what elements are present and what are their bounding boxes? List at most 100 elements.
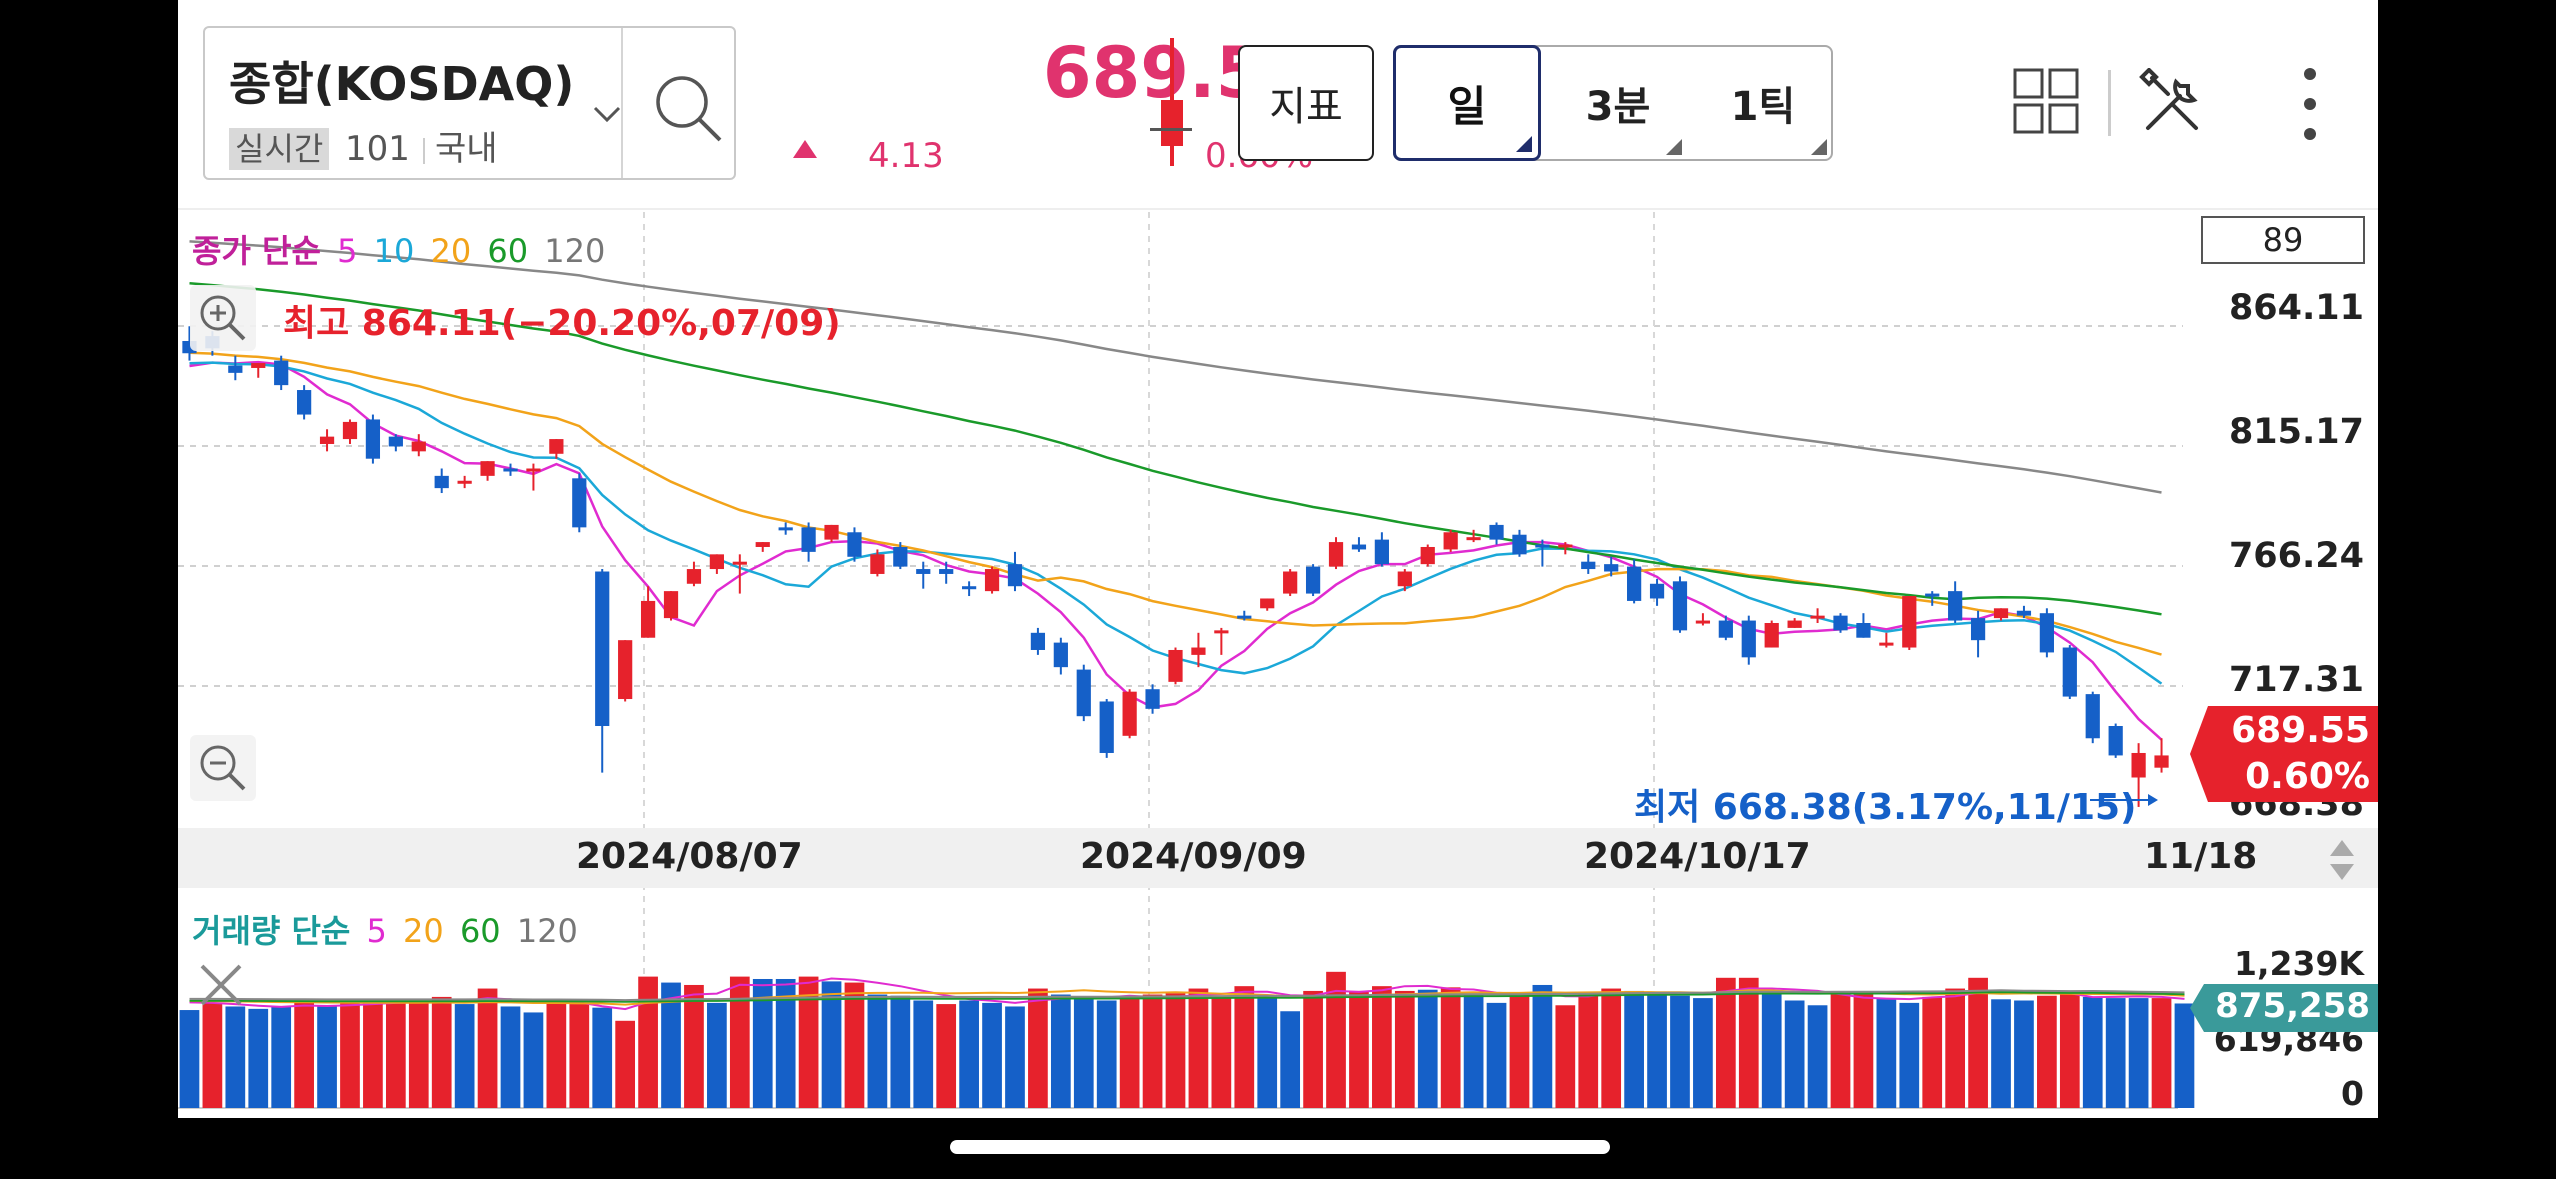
volume-bar <box>867 994 888 1108</box>
volume-bar <box>1555 1005 1576 1108</box>
candle <box>1581 554 1596 574</box>
y-tick-label: 717.31 <box>2228 660 2364 700</box>
zoom-in-icon[interactable] <box>190 285 256 355</box>
tools-icon[interactable] <box>2138 67 2208 142</box>
ma-legend[interactable]: 종가 단순 5 10 20 60 120 <box>192 226 611 272</box>
indicator-button[interactable]: 지표 <box>1238 45 1374 161</box>
candle <box>1627 559 1642 604</box>
candle <box>1695 613 1711 626</box>
candle <box>572 473 587 533</box>
candle <box>1902 596 1917 650</box>
candle <box>434 468 449 494</box>
volume-legend-ma120: 120 <box>516 912 578 950</box>
x-axis[interactable] <box>178 828 2378 888</box>
volume-bar <box>1372 986 1392 1108</box>
close-volume-icon[interactable] <box>198 962 244 1012</box>
layout-grid-icon[interactable] <box>2013 68 2079 138</box>
mini-candle-tick <box>1150 128 1192 131</box>
candle <box>1649 578 1665 606</box>
candle <box>1489 522 1504 545</box>
volume-y-tick-label: 1,239K <box>2234 944 2364 983</box>
candle <box>939 561 954 584</box>
zoom-out-icon[interactable] <box>190 735 256 805</box>
volume-bar <box>1624 990 1644 1108</box>
volume-bar <box>1784 1000 1805 1108</box>
volume-bar <box>1693 998 1713 1108</box>
home-indicator[interactable] <box>950 1140 1610 1154</box>
volume-bar <box>317 1005 337 1108</box>
symbol-selector[interactable]: 종합(KOSDAQ) 실시간 101 국내 <box>203 26 736 180</box>
candle <box>1833 613 1848 633</box>
candle <box>916 561 931 589</box>
volume-bar <box>1005 1006 1025 1108</box>
x-tick-label: 2024/09/09 <box>1080 836 1307 877</box>
candle <box>1512 529 1527 557</box>
candle <box>1374 532 1389 567</box>
volume-bar <box>684 984 704 1108</box>
candle <box>732 554 747 594</box>
symbol-name[interactable]: 종합(KOSDAQ) <box>229 57 575 111</box>
volume-bar <box>1715 977 1736 1108</box>
candle <box>319 429 335 452</box>
candle <box>1214 627 1229 655</box>
candle <box>1535 539 1550 567</box>
candle <box>893 542 908 570</box>
volume-bar <box>890 995 911 1108</box>
volume-bar <box>1738 977 1759 1108</box>
price-chart[interactable] <box>178 0 2378 1118</box>
ma120-line <box>189 240 2162 494</box>
corner-indicator-icon <box>1666 139 1682 155</box>
candle <box>709 554 724 574</box>
period-3min-button[interactable]: 3분 <box>1548 45 1688 161</box>
volume-bar <box>2014 1000 2034 1108</box>
volume-bar <box>1486 1002 1507 1108</box>
period-3min-label: 3분 <box>1585 84 1651 130</box>
volume-bar <box>340 1002 360 1108</box>
period-day-button[interactable]: 일 <box>1393 45 1541 161</box>
x-tick-label: 2024/10/17 <box>1584 836 1811 877</box>
candle <box>778 522 793 535</box>
volume-bar <box>1509 994 1530 1108</box>
volume-bar <box>1050 994 1071 1108</box>
y-tick-label: 864.11 <box>2228 288 2364 328</box>
scroll-updown-icon[interactable] <box>2328 838 2356 886</box>
volume-legend-title: 거래량 단순 <box>192 912 351 950</box>
volume-y-tick-label: 0 <box>2341 1074 2364 1113</box>
candle <box>640 586 656 638</box>
high-price-label: 최고 864.11(−20.20%,07/09) <box>283 303 841 344</box>
chevron-down-icon[interactable] <box>593 96 621 131</box>
candle <box>411 434 426 457</box>
divider <box>621 28 623 178</box>
legend-ma120: 120 <box>544 232 606 270</box>
more-options-icon[interactable] <box>2300 66 2320 146</box>
candle <box>1122 689 1137 739</box>
volume-bar <box>1968 977 1988 1108</box>
volume-bar <box>431 996 452 1108</box>
y-tick-label: 766.24 <box>2228 536 2364 576</box>
volume-bar <box>1853 994 1874 1108</box>
candle <box>1443 529 1458 552</box>
volume-bar <box>202 1002 223 1108</box>
volume-legend[interactable]: 거래량 단순 5 20 60 120 <box>192 906 584 952</box>
corner-indicator-icon <box>1516 136 1532 152</box>
volume-bar <box>982 1002 1002 1108</box>
volume-bar <box>1303 990 1323 1108</box>
candle <box>1328 537 1344 570</box>
divider <box>2108 70 2111 136</box>
volume-bar <box>569 1004 590 1108</box>
volume-bar <box>1532 984 1553 1108</box>
search-icon[interactable] <box>650 68 730 152</box>
volume-bar <box>1165 993 1186 1108</box>
candle <box>1260 598 1275 611</box>
candle-count-box[interactable]: 89 <box>2201 216 2365 264</box>
candle <box>457 475 472 489</box>
volume-bar <box>546 1000 567 1108</box>
volume-ma60-line <box>189 991 2185 1003</box>
current-price-tag-value: 689.55 <box>2231 710 2370 751</box>
candle <box>1076 664 1091 722</box>
candle <box>228 355 243 381</box>
period-1tick-button[interactable]: 1틱 <box>1693 45 1833 161</box>
candle <box>1030 627 1046 655</box>
divider <box>423 138 425 164</box>
ma60-line <box>189 282 2162 616</box>
